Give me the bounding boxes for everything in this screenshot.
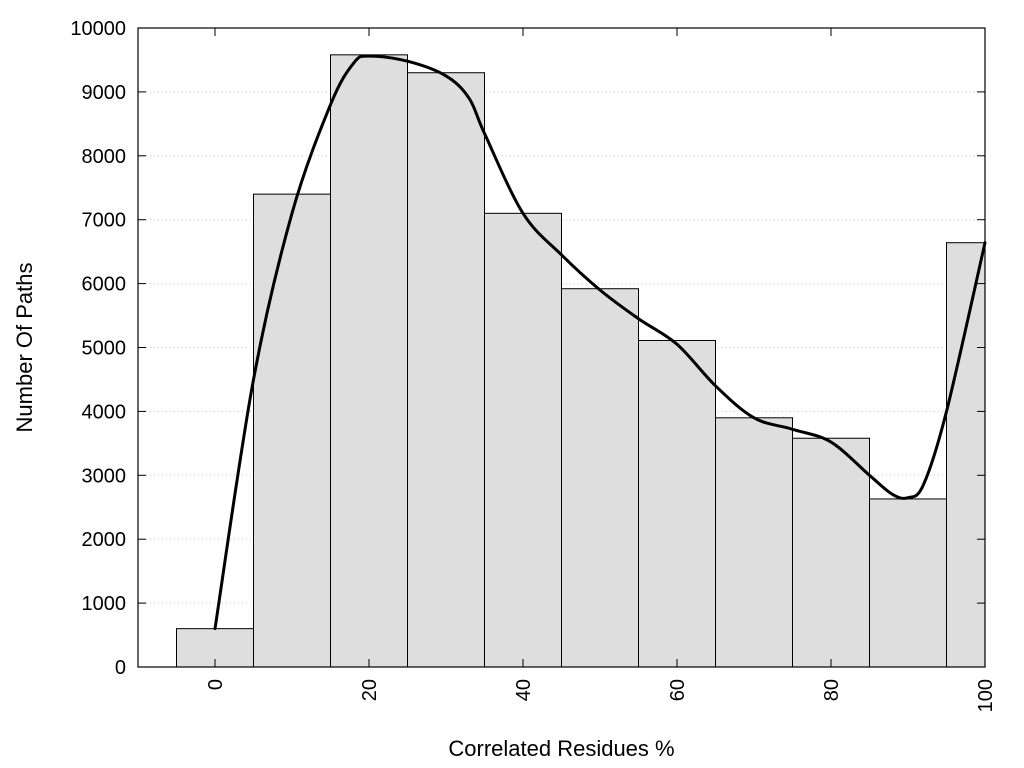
y-tick-label: 8000 xyxy=(82,146,127,168)
y-tick-label: 3000 xyxy=(82,465,127,487)
y-tick-label: 7000 xyxy=(82,210,127,232)
density-curve-line xyxy=(213,54,987,631)
y-tick-label: 10000 xyxy=(70,18,126,40)
x-tick-label: 80 xyxy=(821,679,843,701)
y-tick-label: 2000 xyxy=(82,529,127,551)
x-tick-label: 40 xyxy=(513,679,535,701)
bar xyxy=(561,288,639,668)
x-axis-label: Correlated Residues % xyxy=(448,736,674,761)
y-axis-ticks: 0 1000 2000 3000 4000 5000 6000 7000 8000 9000 100… xyxy=(70,18,985,679)
x-tick-label: 20 xyxy=(359,679,381,701)
density-curve xyxy=(213,54,987,631)
y-tick-label: 4000 xyxy=(82,401,127,423)
bar xyxy=(946,242,986,668)
bar xyxy=(253,193,331,668)
y-tick-label: 1000 xyxy=(82,593,127,615)
y-tick-label: 6000 xyxy=(82,274,127,296)
bar xyxy=(869,498,947,668)
y-tick-label: 5000 xyxy=(82,338,127,360)
bar xyxy=(484,212,562,668)
x-tick-label: 0 xyxy=(205,679,227,690)
bar xyxy=(792,437,870,668)
x-axis-ticks: 0 20 40 60 80 100 xyxy=(205,28,997,712)
y-tick-label: 0 xyxy=(115,657,126,679)
x-tick-label: 60 xyxy=(667,679,689,701)
x-tick-label: 100 xyxy=(975,679,997,712)
bar xyxy=(330,54,408,668)
y-axis-label: Number Of Paths xyxy=(12,263,37,433)
y-tick-label: 9000 xyxy=(82,82,127,104)
bar xyxy=(715,417,793,668)
bars xyxy=(176,54,986,668)
bar xyxy=(638,339,716,668)
bar xyxy=(407,72,485,668)
